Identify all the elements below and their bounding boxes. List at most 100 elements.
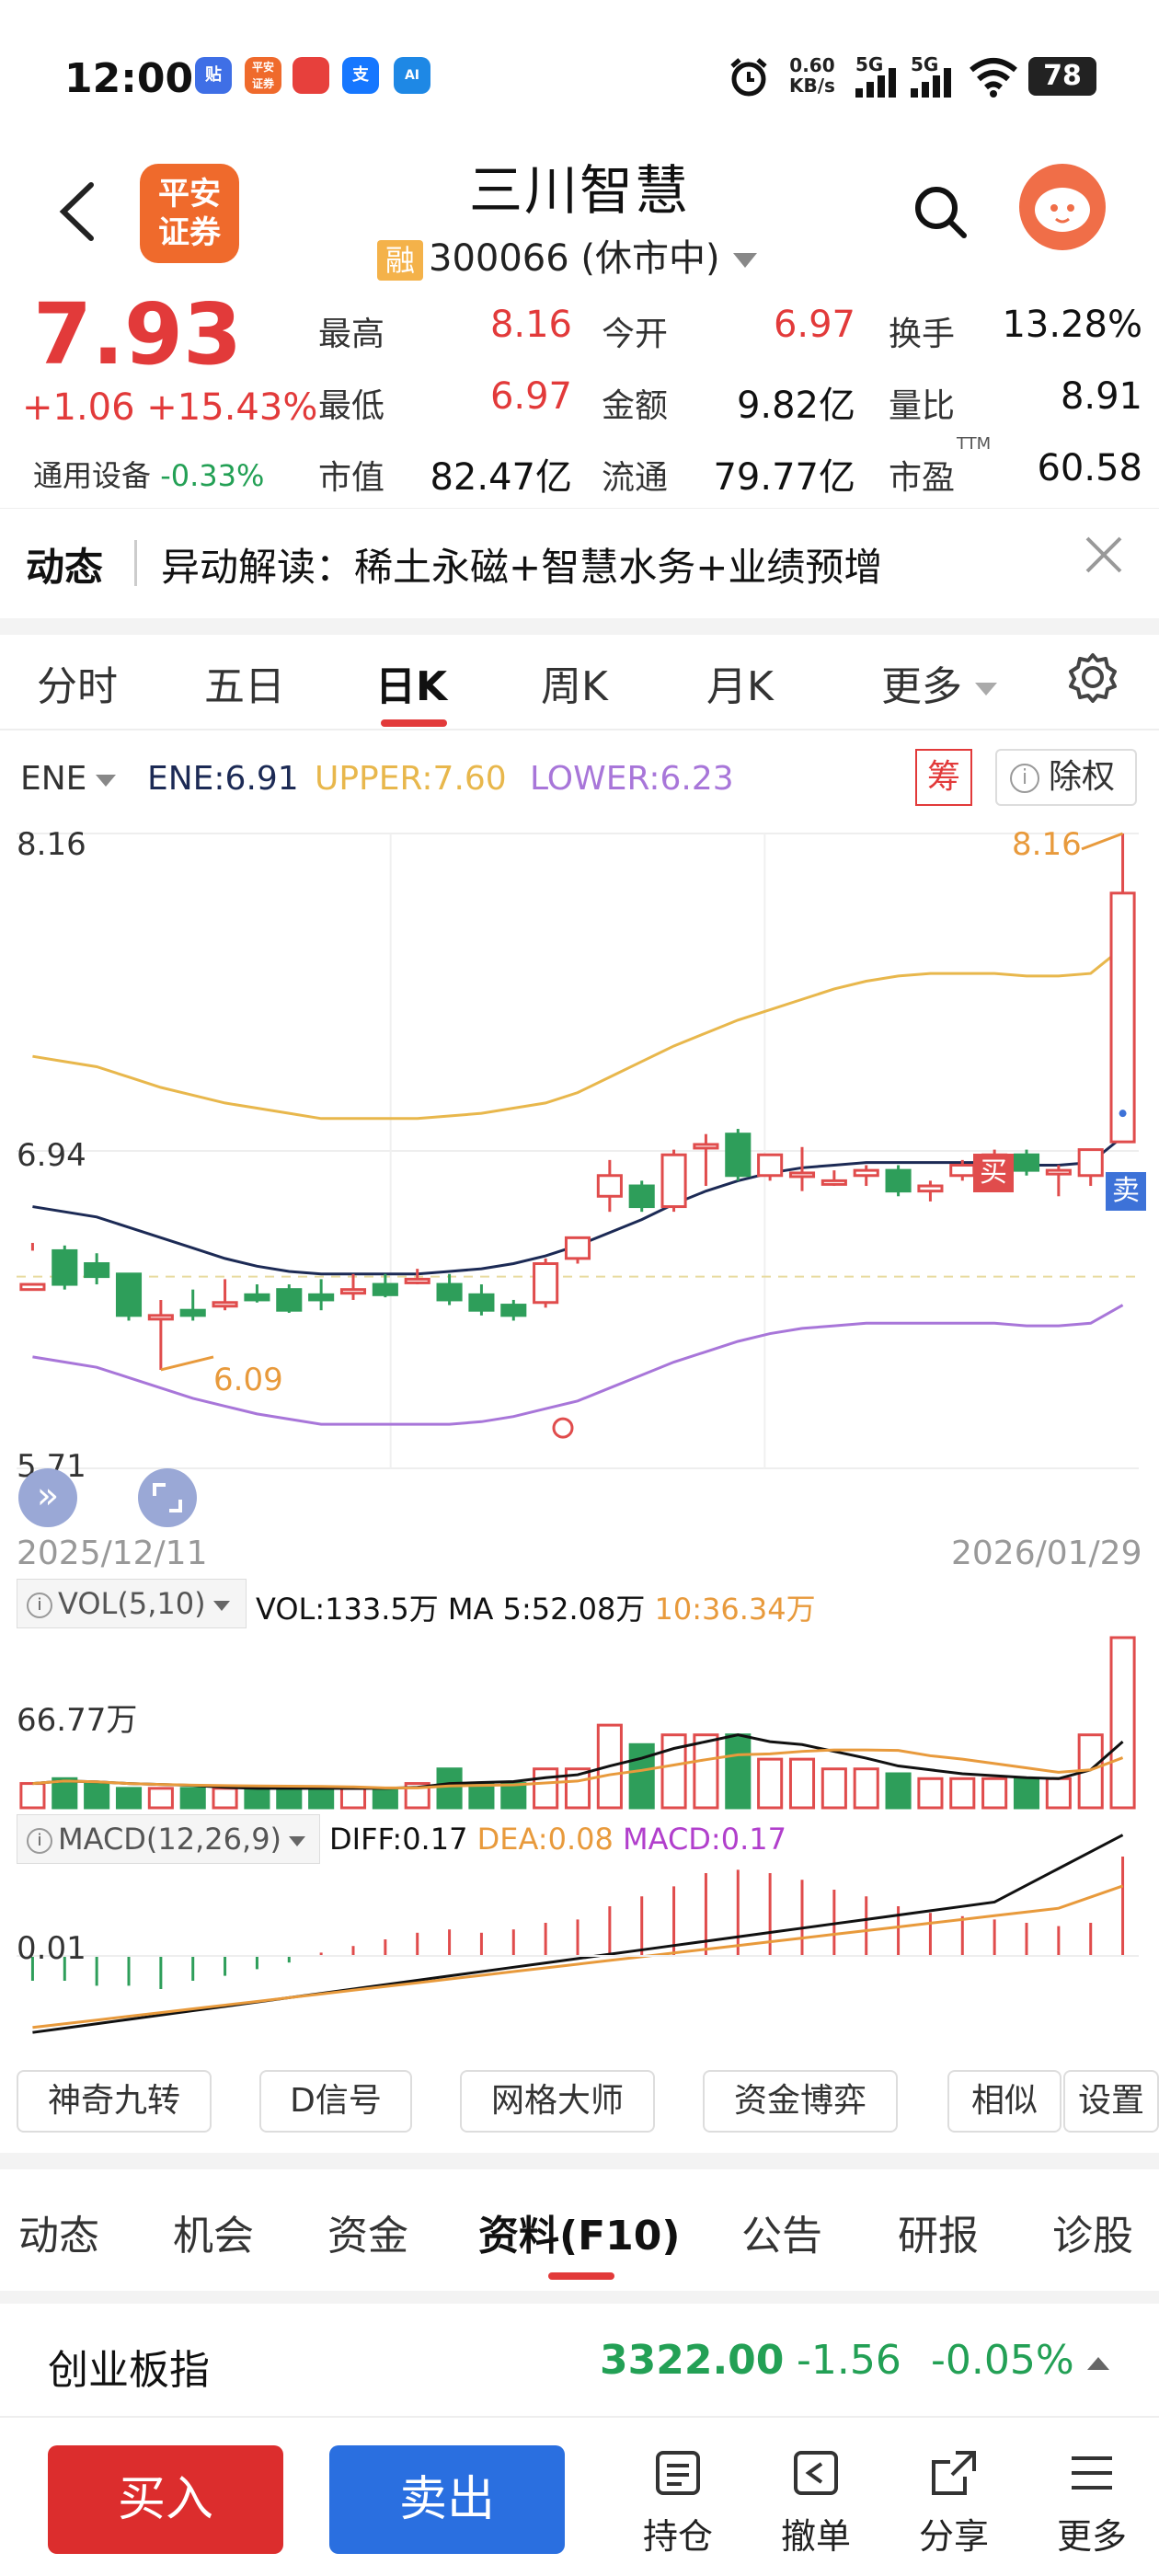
index-value: 3322.00: [600, 2337, 785, 2384]
signal-bars-icon: [855, 68, 896, 98]
high-marker-line: [1081, 832, 1124, 851]
y-label-mid: 6.94: [17, 1137, 86, 1174]
candle: [468, 1293, 495, 1312]
buy-button[interactable]: 买入: [48, 2445, 283, 2554]
volume-bar: [628, 1742, 655, 1810]
tool-d-signal[interactable]: D信号: [259, 2070, 412, 2133]
macd-indicator-selector[interactable]: i MACD(12,26,9): [17, 1814, 320, 1864]
tab-research[interactable]: 研报: [898, 2213, 979, 2260]
news-bar[interactable]: 动态 异动解读：稀土永磁+智慧水务+业绩预增: [0, 508, 1159, 618]
tab-more[interactable]: 更多: [881, 653, 997, 712]
share-icon: [932, 2451, 976, 2495]
tab-intraday[interactable]: 分时: [37, 663, 118, 710]
quote-label: 今开: [602, 316, 669, 353]
indicator-selector[interactable]: ENE: [20, 760, 117, 798]
quote-value: 9.82亿: [736, 385, 855, 427]
tab-five-day[interactable]: 五日: [204, 663, 285, 710]
tab-capital[interactable]: 资金: [327, 2213, 408, 2260]
holdings-button[interactable]: 持仓: [627, 2447, 729, 2559]
sell-button[interactable]: 卖出: [329, 2445, 565, 2554]
quote-value: 8.16: [489, 304, 572, 346]
stock-name: 三川智慧: [468, 159, 690, 222]
tool-grid-master[interactable]: 网格大师: [460, 2070, 655, 2133]
assistant-avatar[interactable]: [1019, 164, 1106, 250]
pingan-app-icon: 平安 证券: [245, 57, 281, 94]
stock-code-selector[interactable]: 融 300066 (休市中): [377, 228, 757, 282]
candle: [596, 1174, 623, 1198]
info-icon: i: [1010, 764, 1039, 793]
volume-bar: [468, 1782, 495, 1810]
kline-chart[interactable]: [0, 810, 1159, 2125]
tab-opportunity[interactable]: 机会: [173, 2213, 254, 2260]
tool-similar[interactable]: 相似: [947, 2070, 1061, 2133]
chevron-down-icon: [975, 683, 997, 696]
volume-bar: [115, 1787, 143, 1810]
tool-settings[interactable]: 设置: [1063, 2070, 1159, 2133]
quote-value: 79.77亿: [713, 456, 855, 499]
volume-bar: [244, 1787, 270, 1810]
back-button[interactable]: [51, 179, 106, 244]
volume-bar: [693, 1733, 719, 1810]
candle: [500, 1304, 527, 1317]
ene-value: ENE:6.91: [147, 760, 299, 798]
clown-app-icon: [293, 57, 329, 94]
quote-label: 流通: [602, 459, 669, 497]
volume-bar: [788, 1757, 816, 1810]
tab-diagnosis[interactable]: 诊股: [1052, 2213, 1133, 2260]
lower-line: [32, 1304, 1124, 1426]
tab-f10[interactable]: 资料(F10): [478, 2213, 681, 2260]
candle: [564, 1236, 591, 1260]
signal-5g-1: 5G: [855, 53, 884, 75]
volume-indicator-selector[interactable]: i VOL(5,10): [17, 1579, 247, 1628]
chevron-down-icon: [96, 774, 117, 787]
expand-left-icon[interactable]: »: [18, 1468, 77, 1527]
action-bar: 买入 卖出 持仓 撤单 分享 更多: [0, 2420, 1159, 2576]
tool-fund-game[interactable]: 资金博弈: [703, 2070, 898, 2133]
fullscreen-icon[interactable]: [138, 1468, 197, 1527]
star-marker: [552, 1417, 574, 1439]
candle: [115, 1272, 143, 1317]
tab-more-label: 更多: [881, 663, 962, 710]
alarm-icon: [730, 58, 767, 97]
alipay-app-icon: 支: [342, 57, 379, 94]
cancel-order-button[interactable]: 撤单: [765, 2447, 866, 2559]
vol-value: VOL:133.5万: [256, 1592, 439, 1627]
market-index-row[interactable]: 创业板指 3322.00 -1.56 -0.05%: [0, 2304, 1159, 2418]
tab-weekly-k[interactable]: 周K: [541, 663, 608, 710]
more-button[interactable]: 更多: [1041, 2447, 1142, 2559]
more-label: 更多: [1056, 2516, 1127, 2557]
candle: [179, 1308, 206, 1317]
candle: [757, 1153, 784, 1178]
chip-button[interactable]: 筹: [915, 749, 972, 806]
tab-daily-k[interactable]: 日K: [375, 663, 448, 710]
volume-bar: [757, 1757, 784, 1810]
ex-rights-button[interactable]: i 除权: [995, 749, 1137, 806]
volume-bar: [533, 1767, 559, 1810]
volume-bar: [885, 1772, 912, 1810]
candle: [19, 1282, 46, 1292]
tab-announcement[interactable]: 公告: [741, 2213, 822, 2260]
share-button[interactable]: 分享: [903, 2447, 1004, 2559]
close-icon[interactable]: [1076, 527, 1131, 582]
cancel-order-label: 撤单: [780, 2516, 851, 2557]
share-label: 分享: [918, 2516, 989, 2557]
tab-monthly-k[interactable]: 月K: [706, 663, 774, 710]
quote-label: 最低: [318, 387, 385, 425]
macd-values: DIFF:0.17 DEA:0.08 MACD:0.17: [329, 1822, 786, 1857]
tool-nine-turn[interactable]: 神奇九转: [17, 2070, 212, 2133]
status-time: 12:00: [64, 55, 194, 102]
tab-news[interactable]: 动态: [18, 2213, 99, 2260]
price-change: +1.06 +15.43%: [22, 386, 318, 429]
sector-info[interactable]: 通用设备 -0.33%: [33, 453, 264, 495]
chevron-up-icon[interactable]: [1087, 2357, 1109, 2370]
tab-underline: [381, 719, 447, 727]
candle: [276, 1288, 303, 1312]
candle: [147, 1314, 174, 1321]
high-price-marker: 8.16: [1012, 826, 1082, 863]
volume-bar: [500, 1782, 527, 1810]
candle: [84, 1262, 110, 1279]
gear-icon[interactable]: [1067, 651, 1119, 703]
candle: [885, 1168, 912, 1193]
low-marker-line: [160, 1355, 214, 1372]
search-icon[interactable]: [911, 182, 970, 241]
